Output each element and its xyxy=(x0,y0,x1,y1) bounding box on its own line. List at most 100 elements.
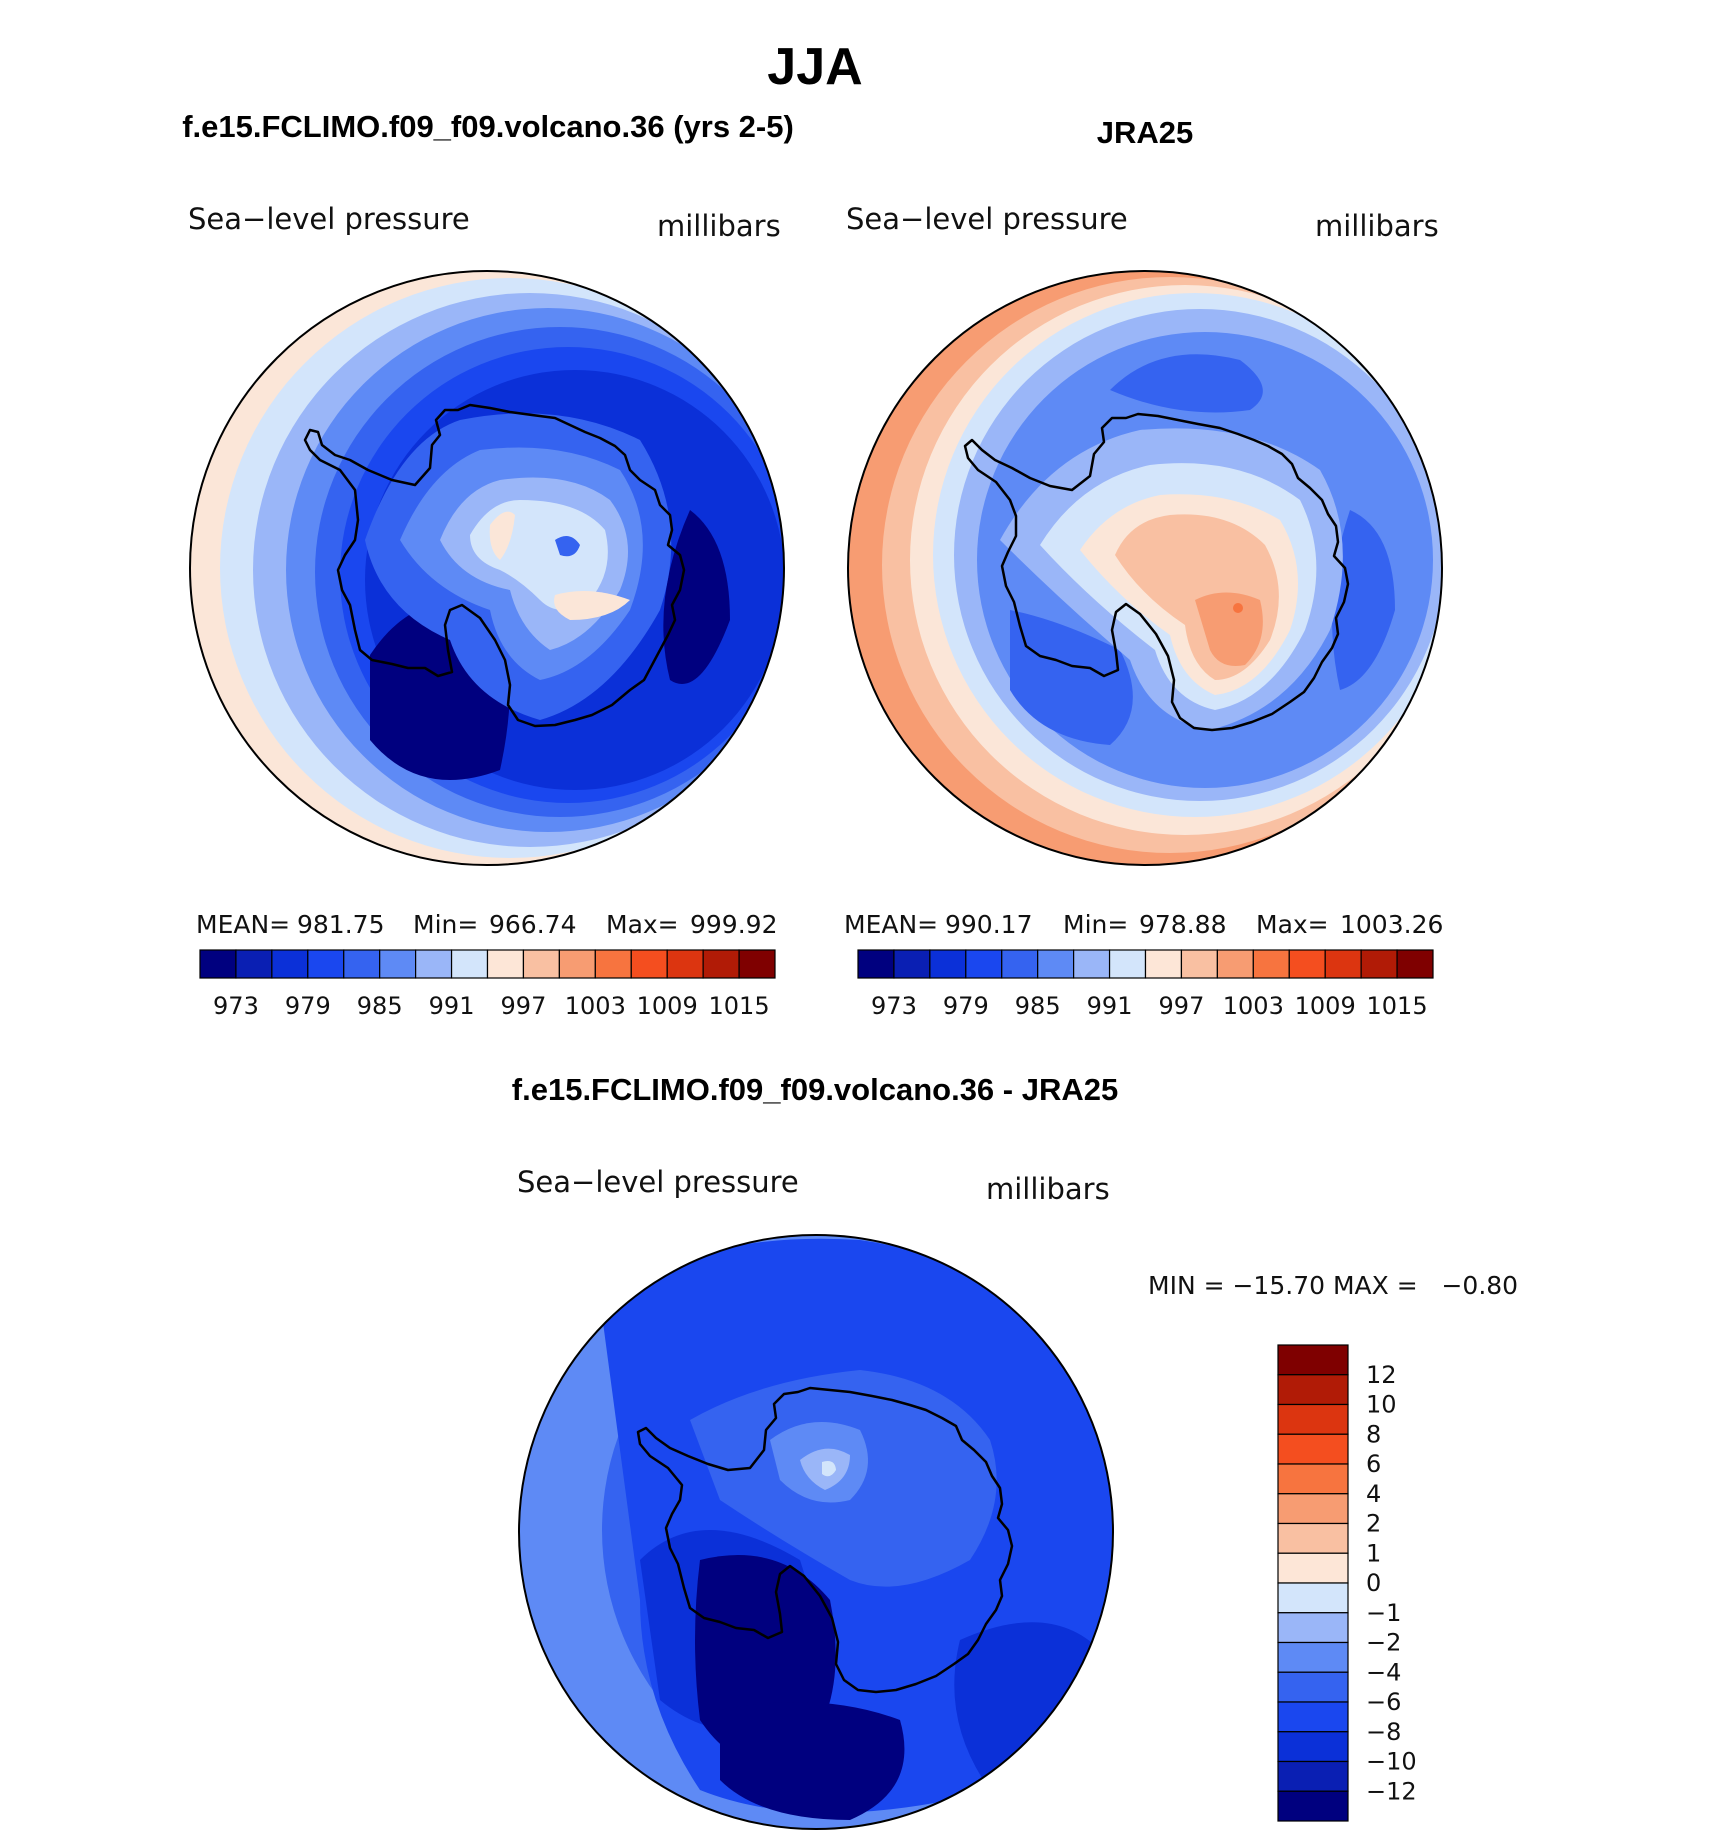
left-units-label: millibars xyxy=(657,209,781,243)
right-colorbar-swatch xyxy=(1073,949,1111,979)
diff-colorbar-swatch xyxy=(1277,1790,1349,1822)
diff-colorbar-tick-label: 0 xyxy=(1366,1569,1381,1597)
right-colorbar-tick-label: 973 xyxy=(871,992,917,1020)
diff-colorbar-tick-label: −1 xyxy=(1366,1599,1401,1627)
left-colorbar-swatch xyxy=(379,949,417,979)
right-colorbar-tick-label: 985 xyxy=(1015,992,1061,1020)
diff-contour-minus8-southeast xyxy=(954,1622,1100,1790)
right-colorbar: 973 979 985 991 997 1003 1009 1015 xyxy=(857,949,1434,1020)
right-colorbar-tick-label: 991 xyxy=(1087,992,1133,1020)
left-colorbar-swatch xyxy=(666,949,704,979)
diff-colorbar-tick-label: −4 xyxy=(1366,1658,1401,1686)
diff-colorbar-swatch xyxy=(1277,1731,1349,1763)
right-high-1009 xyxy=(1195,592,1263,666)
diff-colorbar-swatch xyxy=(1277,1493,1349,1525)
left-mean-label: MEAN= xyxy=(196,910,290,939)
diff-map-border xyxy=(518,1234,1114,1830)
right-map-border xyxy=(847,270,1443,866)
right-low-east xyxy=(1332,510,1395,690)
left-colorbar-swatch xyxy=(738,949,776,979)
diff-variable-label: Sea−level pressure xyxy=(517,1165,799,1199)
left-colorbar: 973 979 985 991 997 1003 1009 1015 xyxy=(199,949,776,1020)
left-colorbar-swatch xyxy=(630,949,668,979)
left-mean-value: 981.75 xyxy=(297,910,384,939)
diff-plateau-minus1 xyxy=(822,1461,836,1477)
right-units-label: millibars xyxy=(1315,209,1439,243)
diff-colorbar-tick-label: 2 xyxy=(1366,1510,1381,1538)
right-colorbar-swatch xyxy=(1180,949,1218,979)
left-colorbar-swatch xyxy=(271,949,309,979)
left-colorbar-tick-label: 1015 xyxy=(709,992,770,1020)
right-colorbar-swatch xyxy=(1288,949,1326,979)
left-colorbar-swatch xyxy=(450,949,489,979)
right-coastline xyxy=(963,412,1350,732)
right-colorbar-tick-label: 1015 xyxy=(1367,992,1428,1020)
right-low-southwest xyxy=(1010,610,1133,745)
left-low-interior xyxy=(555,536,580,557)
right-colorbar-tick-label: 997 xyxy=(1159,992,1205,1020)
diff-colorbar-tick-label: −2 xyxy=(1366,1629,1401,1657)
left-map xyxy=(190,271,784,865)
diff-colorbar-swatch xyxy=(1277,1760,1349,1792)
left-colorbar-swatch xyxy=(307,949,345,979)
diff-colorbar-tick-label: −10 xyxy=(1366,1748,1417,1776)
right-colorbar-swatch xyxy=(857,949,895,979)
right-high-1012 xyxy=(1233,603,1243,613)
left-colorbar-tick-label: 1009 xyxy=(637,992,698,1020)
right-variable-label: Sea−level pressure xyxy=(846,202,1128,236)
right-colorbar-swatch xyxy=(1037,949,1075,979)
right-mean-value: 990.17 xyxy=(945,910,1032,939)
diff-colorbar-swatch xyxy=(1277,1671,1349,1703)
right-map xyxy=(848,271,1442,865)
right-low-north xyxy=(1110,354,1263,413)
diff-colorbar-tick-label: 4 xyxy=(1366,1480,1381,1508)
right-colorbar-swatch xyxy=(1216,949,1254,979)
main-title: JJA xyxy=(767,38,862,96)
diff-colorbar-tick-label: −12 xyxy=(1366,1777,1417,1805)
left-min-label: Min= xyxy=(413,910,478,939)
diff-colorbar-swatch xyxy=(1277,1344,1349,1376)
diff-colorbar-swatch xyxy=(1277,1433,1349,1465)
left-colorbar-swatch xyxy=(522,949,560,979)
right-colorbar-swatch xyxy=(893,949,931,979)
right-colorbar-swatch xyxy=(1324,949,1362,979)
right-colorbar-swatch xyxy=(1144,949,1183,979)
right-min-value: 978.88 xyxy=(1139,910,1226,939)
diff-colorbar-swatch xyxy=(1277,1403,1349,1435)
diff-colorbar-tick-label: 1 xyxy=(1366,1539,1381,1567)
left-high-997-b xyxy=(554,591,630,620)
left-max-label: Max= xyxy=(606,910,679,939)
left-colorbar-swatch xyxy=(702,949,740,979)
right-mean-label: MEAN= xyxy=(844,910,938,939)
left-colorbar-tick-label: 985 xyxy=(357,992,403,1020)
left-colorbar-swatch xyxy=(486,949,525,979)
diff-coastline xyxy=(636,1386,1014,1694)
left-max-value: 999.92 xyxy=(690,910,777,939)
diff-colorbar-tick-label: 12 xyxy=(1366,1361,1397,1389)
left-colorbar-swatch xyxy=(343,949,381,979)
right-max-label: Max= xyxy=(1256,910,1329,939)
right-colorbar-swatch xyxy=(1360,949,1398,979)
right-colorbar-tick-label: 1009 xyxy=(1295,992,1356,1020)
right-colorbar-tick-label: 1003 xyxy=(1223,992,1284,1020)
left-colorbar-swatch xyxy=(594,949,632,979)
right-colorbar-tick-label: 979 xyxy=(943,992,989,1020)
diff-colorbar-tick-label: 10 xyxy=(1366,1391,1397,1419)
right-min-label: Min= xyxy=(1063,910,1128,939)
diff-colorbar-swatch xyxy=(1277,1582,1349,1614)
diff-colorbar-swatch xyxy=(1277,1463,1349,1495)
right-colorbar-swatch xyxy=(1108,949,1147,979)
right-colorbar-swatch xyxy=(965,949,1003,979)
left-colorbar-tick-label: 997 xyxy=(501,992,547,1020)
left-colorbar-tick-label: 979 xyxy=(285,992,331,1020)
left-min-value: 966.74 xyxy=(489,910,576,939)
right-colorbar-swatch xyxy=(1396,949,1434,979)
left-colorbar-swatch xyxy=(199,949,237,979)
diff-colorbar-tick-label: −6 xyxy=(1366,1688,1401,1716)
diff-colorbar-swatch xyxy=(1277,1612,1349,1644)
right-panel-title: JRA25 xyxy=(1097,115,1194,150)
right-max-value: 1003.26 xyxy=(1340,910,1443,939)
diff-colorbar-swatch xyxy=(1277,1641,1349,1673)
